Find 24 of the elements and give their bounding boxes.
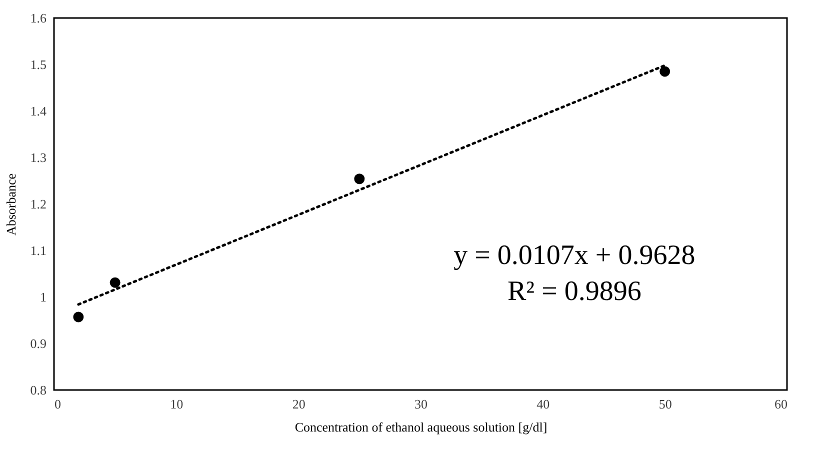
y-tick-label: 1.2 [30, 196, 46, 212]
x-tick-label: 0 [54, 396, 61, 412]
x-tick-label: 60 [774, 396, 788, 412]
annotation: R² = 0.9896 [507, 276, 642, 308]
point [73, 312, 84, 322]
point [660, 66, 670, 77]
y-tick-label: 1.1 [30, 243, 46, 258]
y-tick-label: 1 [40, 290, 46, 304]
annotation: y = 0.0107x + 0.9628 [454, 240, 696, 272]
point [354, 174, 365, 184]
x-tick-label: 10 [170, 396, 184, 412]
y-tick-label: 0.9 [30, 336, 46, 351]
y-tick-label: 1.4 [30, 104, 47, 118]
y-tick-label: 1.3 [30, 150, 46, 165]
y-tick-label: 0.8 [30, 382, 46, 398]
x-tick-label: 30 [414, 396, 428, 412]
x-tick-label: 40 [536, 396, 550, 412]
y-tick-label: 1.6 [30, 10, 47, 26]
x-tick-label: 20 [292, 396, 306, 412]
x-tick-label: 50 [658, 396, 672, 412]
y-axis-title: Absorbance [3, 173, 18, 236]
point [110, 277, 120, 288]
x-axis-title: Concentration of ethanol aqueous solution [g/dl] [294, 420, 548, 434]
y-tick-label: 1.5 [30, 57, 46, 72]
